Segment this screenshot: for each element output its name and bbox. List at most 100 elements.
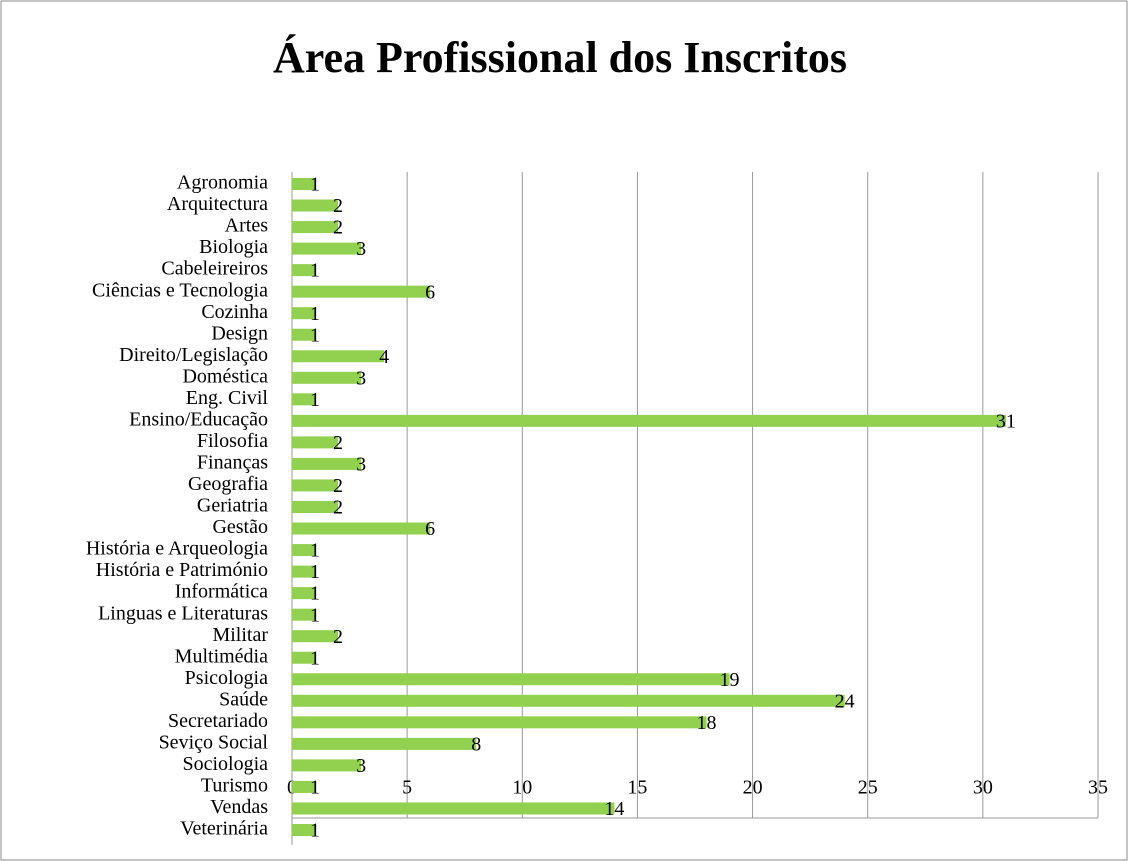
bar <box>292 371 362 384</box>
data-label: 2 <box>333 626 343 648</box>
bar <box>292 221 339 234</box>
data-label: 1 <box>310 647 320 669</box>
bar <box>292 587 316 600</box>
x-tick-label: 35 <box>1088 777 1108 799</box>
data-label: 2 <box>333 432 343 454</box>
data-label: 1 <box>310 324 320 346</box>
y-tick-label: Design <box>211 322 268 344</box>
data-label: 4 <box>379 346 389 368</box>
y-tick-label: Militar <box>212 624 268 646</box>
data-label: 2 <box>333 497 343 519</box>
y-tick-label: Geografia <box>188 473 268 495</box>
y-tick-label: Cabeleireiros <box>161 258 268 280</box>
bar <box>292 436 339 449</box>
bar <box>292 264 316 277</box>
y-tick-label: Eng. Civil <box>186 387 269 409</box>
chart-title: Área Profissional dos Inscritos <box>273 33 847 82</box>
bar <box>292 630 339 643</box>
y-tick-label: Saúde <box>219 688 268 710</box>
data-label: 3 <box>356 454 366 476</box>
bar <box>292 350 385 363</box>
bar <box>292 759 362 772</box>
bar <box>292 479 339 492</box>
y-tick-label: Biologia <box>199 236 268 258</box>
y-tick-label: Veterinária <box>180 818 268 840</box>
data-label: 1 <box>310 604 320 626</box>
bar <box>292 178 316 190</box>
x-tick-label: 25 <box>858 777 878 799</box>
bar <box>292 457 362 470</box>
data-label: 1 <box>310 583 320 605</box>
data-label: 6 <box>425 518 435 540</box>
data-label: 1 <box>310 260 320 282</box>
data-label: 3 <box>356 367 366 389</box>
x-tick-label: 15 <box>627 777 647 799</box>
bar <box>292 199 339 212</box>
y-tick-label: Direito/Legislação <box>119 344 268 366</box>
bar <box>292 501 339 513</box>
data-label: 1 <box>310 561 320 583</box>
y-tick-label: Filosofia <box>197 430 268 452</box>
bar <box>292 824 316 836</box>
x-tick-label: 30 <box>973 777 993 799</box>
data-label: 1 <box>310 303 320 325</box>
data-label: 14 <box>604 798 624 820</box>
y-tick-label: História e Património <box>96 559 268 581</box>
y-tick-label: Arquitectura <box>167 193 268 215</box>
y-tick-label: Linguas e Literaturas <box>98 602 268 624</box>
bar <box>292 242 362 255</box>
bar <box>292 565 316 578</box>
data-label: 1 <box>310 174 320 196</box>
y-tick-label: História e Arqueologia <box>86 538 268 560</box>
y-tick-label: Gestão <box>212 516 268 538</box>
y-tick-label: Psicologia <box>185 667 268 689</box>
y-tick-label: Sociologia <box>182 753 268 775</box>
data-label: 24 <box>835 690 855 712</box>
x-tick-label: 5 <box>402 777 412 799</box>
bar <box>292 802 615 815</box>
y-tick-label: Informática <box>175 581 268 603</box>
y-tick-label: Cozinha <box>201 301 268 323</box>
y-tick-label: Seviço Social <box>159 731 269 753</box>
bar <box>292 651 316 664</box>
y-tick-label: Geriatria <box>197 495 268 517</box>
x-tick-label: 20 <box>743 777 763 799</box>
x-tick-label: 10 <box>512 777 532 799</box>
bar <box>292 608 316 621</box>
bar <box>292 544 316 557</box>
bar <box>292 737 477 750</box>
y-tick-label: Finanças <box>197 452 268 474</box>
bar <box>292 694 845 707</box>
y-tick-label: Ciências e Tecnologia <box>92 279 268 301</box>
y-tick-label: Multimédia <box>175 645 268 667</box>
bar <box>292 522 431 535</box>
y-tick-label: Vendas <box>210 796 268 818</box>
data-label: 1 <box>310 777 320 799</box>
data-label: 1 <box>310 820 320 842</box>
bar <box>292 393 316 406</box>
data-label: 1 <box>310 389 320 411</box>
data-label: 19 <box>720 669 740 691</box>
y-tick-label: Ensino/Educação <box>129 408 268 430</box>
bar <box>292 673 730 686</box>
y-tick-label: Artes <box>225 215 269 237</box>
y-tick-label: Turismo <box>201 775 268 797</box>
bar <box>292 716 707 729</box>
data-label: 8 <box>471 733 481 755</box>
bar <box>292 307 316 320</box>
data-label: 18 <box>697 712 717 734</box>
y-tick-label: Agronomia <box>177 172 268 194</box>
data-label: 6 <box>425 281 435 303</box>
bar <box>292 780 316 793</box>
data-label: 31 <box>996 410 1016 432</box>
data-label: 3 <box>356 238 366 260</box>
bar <box>292 414 1006 427</box>
data-label: 2 <box>333 475 343 497</box>
data-label: 3 <box>356 755 366 777</box>
y-tick-label: Secretariado <box>168 710 268 732</box>
y-tick-label: Doméstica <box>182 365 268 387</box>
bar <box>292 285 431 298</box>
data-label: 2 <box>333 195 343 217</box>
data-label: 2 <box>333 217 343 239</box>
